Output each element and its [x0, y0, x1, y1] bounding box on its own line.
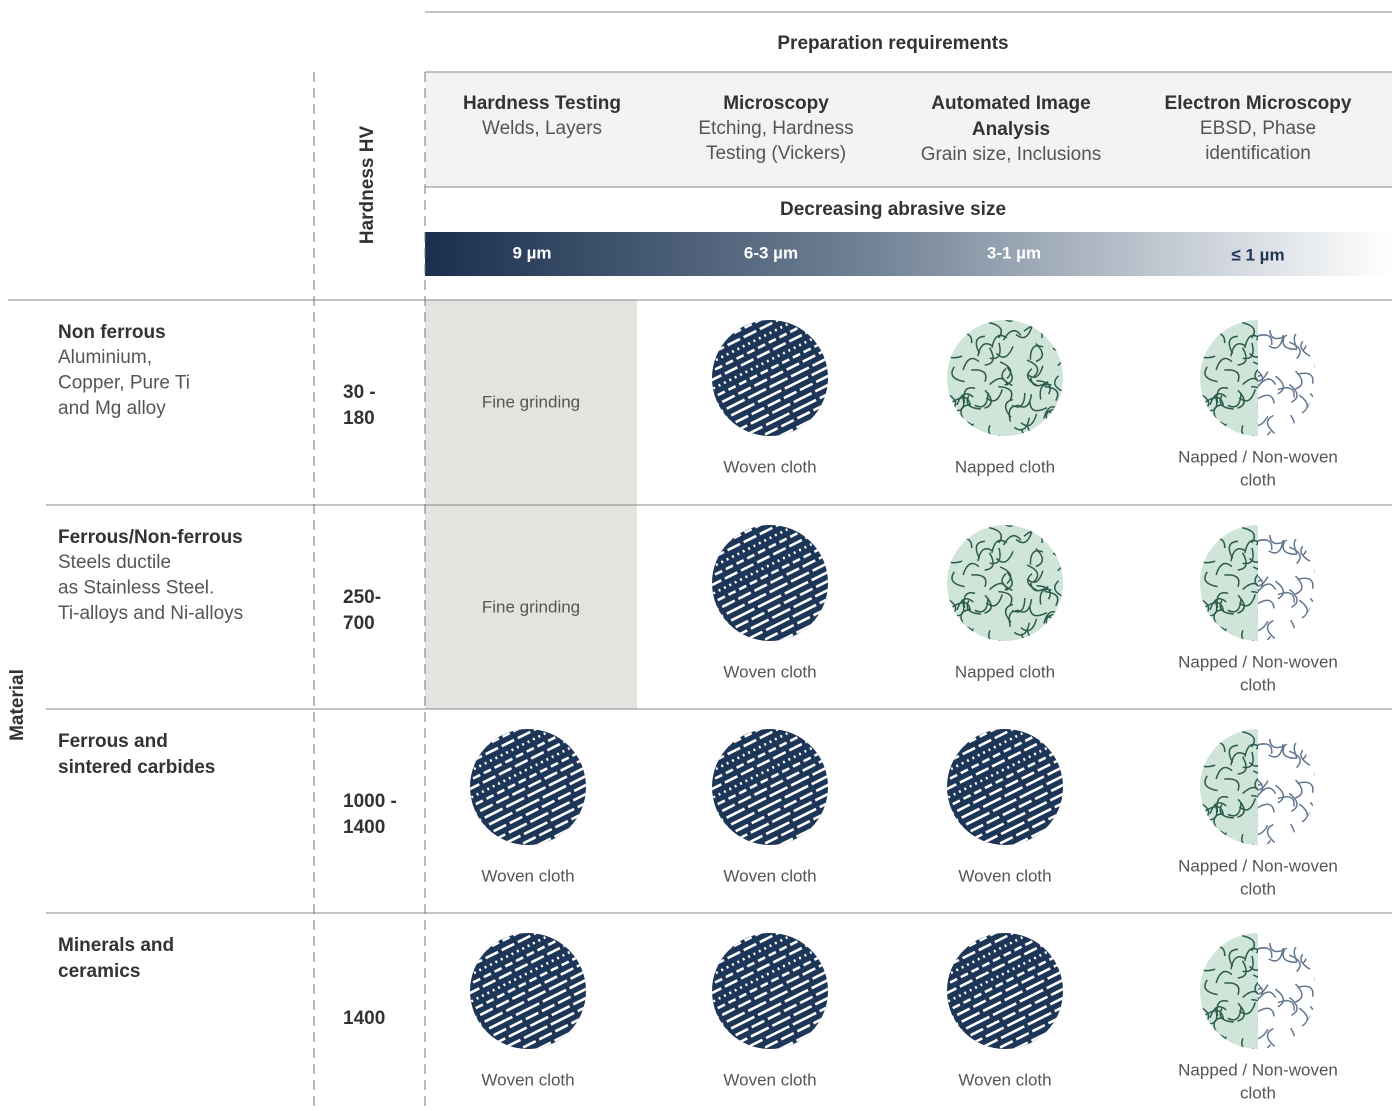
column-title: Automated Image	[931, 93, 1090, 114]
cell-label: Fine grinding	[482, 392, 580, 411]
material-name: sintered carbides	[58, 757, 215, 778]
material-detail: Aluminium,	[58, 347, 152, 368]
material-name: Ferrous and	[58, 731, 168, 752]
cloth-icon	[931, 508, 1071, 660]
material-detail: Ti-alloys and Ni-alloys	[58, 603, 243, 624]
material-name: Ferrous/Non-ferrous	[58, 527, 243, 548]
hardness: 30 -	[343, 382, 376, 403]
cloth-icon	[1184, 508, 1331, 660]
hardness-label: Hardness HV	[357, 126, 378, 245]
cell-label: cloth	[1240, 675, 1276, 694]
cell-label: cloth	[1240, 470, 1276, 489]
abrasive-title: Decreasing abrasive size	[780, 199, 1006, 220]
column-title: Electron Microscopy	[1165, 93, 1352, 114]
abrasive-size: ≤ 1 µm	[1231, 245, 1284, 264]
abrasive-gradient	[425, 232, 1392, 276]
cell-label: Woven cloth	[958, 1070, 1051, 1089]
material-name: Minerals and	[58, 935, 174, 956]
cell-label: Napped cloth	[955, 457, 1055, 476]
cell-label: Napped cloth	[955, 662, 1055, 681]
cell-label: Fine grinding	[482, 597, 580, 616]
cell-label: Woven cloth	[481, 1070, 574, 1089]
cloth-icon	[1184, 303, 1331, 455]
cell-label: Woven cloth	[723, 866, 816, 885]
cell-label: Woven cloth	[958, 866, 1051, 885]
column-subtitle: Welds, Layers	[482, 118, 602, 139]
cell-label: Napped / Non-woven	[1178, 1060, 1338, 1079]
cell-label: Woven cloth	[481, 866, 574, 885]
material-label: Material	[7, 669, 28, 741]
cell-label: cloth	[1240, 879, 1276, 898]
cell-label: Napped / Non-woven	[1178, 856, 1338, 875]
material-name: Non ferrous	[58, 322, 166, 343]
cell-label: Woven cloth	[723, 662, 816, 681]
material-detail: as Stainless Steel.	[58, 578, 214, 599]
hardness: 180	[343, 408, 375, 429]
abrasive-size: 6-3 µm	[744, 243, 798, 262]
cloth-icon	[1184, 916, 1331, 1068]
column-subtitle: Etching, Hardness	[698, 118, 853, 139]
column-subtitle: Testing (Vickers)	[706, 143, 846, 164]
material-name: ceramics	[58, 961, 140, 982]
cell-label: Woven cloth	[723, 457, 816, 476]
hardness: 250-	[343, 587, 381, 608]
column-subtitle: EBSD, Phase	[1200, 118, 1316, 139]
header-band	[425, 72, 1392, 187]
cell-label: Napped / Non-woven	[1178, 652, 1338, 671]
material-detail: Copper, Pure Ti	[58, 373, 190, 394]
abrasive-size: 3-1 µm	[987, 243, 1041, 262]
column-subtitle: Grain size, Inclusions	[921, 144, 1102, 165]
column-subtitle: identification	[1205, 143, 1311, 164]
cloth-icon	[1184, 712, 1331, 864]
cell-label: cloth	[1240, 1083, 1276, 1102]
abrasive-size: 9 µm	[512, 243, 551, 262]
column-title: Analysis	[972, 119, 1050, 140]
column-title: Microscopy	[723, 93, 829, 114]
material-detail: Steels ductile	[58, 552, 171, 573]
cloth-icon	[931, 303, 1071, 455]
hardness: 1400	[343, 817, 385, 838]
hardness: 1000 -	[343, 791, 397, 812]
header-title: Preparation requirements	[777, 33, 1008, 54]
column-title: Hardness Testing	[463, 93, 621, 114]
cell-label: Napped / Non-woven	[1178, 447, 1338, 466]
hardness: 1400	[343, 1008, 385, 1029]
cell-label: Woven cloth	[723, 1070, 816, 1089]
material-detail: and Mg alloy	[58, 398, 166, 419]
hardness: 700	[343, 613, 375, 634]
